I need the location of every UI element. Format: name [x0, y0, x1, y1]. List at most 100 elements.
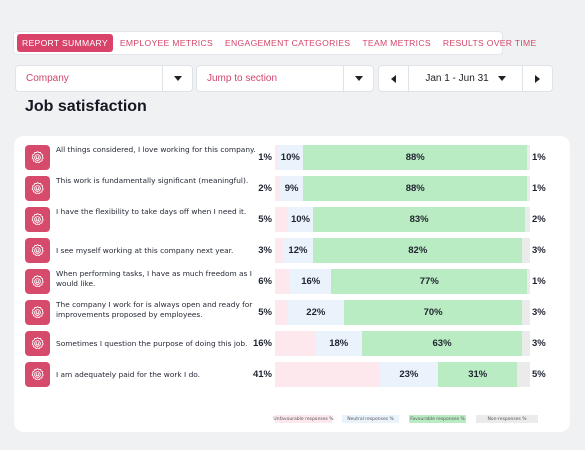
company-dropdown-button[interactable] [162, 66, 192, 91]
bar-segment-non-response [527, 269, 530, 294]
unfavourable-percent: 16% [252, 338, 272, 349]
legend-unfavourable: Unfavourable responses % [273, 415, 334, 423]
non-response-percent: 3% [532, 245, 546, 256]
bar-segment-favourable: 88% [303, 145, 528, 170]
bar-segment-favourable: 63% [361, 331, 523, 356]
satisfaction-icon [25, 176, 50, 201]
date-range-value: Jan 1 - Jun 31 [425, 73, 489, 84]
response-bar: 10% 83% [275, 207, 530, 232]
response-bar: 9% 88% [275, 176, 530, 201]
unfavourable-percent: 1% [258, 152, 272, 163]
question-row: Sometimes I question the purpose of doin… [14, 331, 570, 357]
legend-neutral: Neutral responses % [342, 415, 399, 423]
bar-segment-favourable: 83% [313, 207, 525, 232]
satisfaction-icon [25, 269, 50, 294]
tab-engagement-categories[interactable]: ENGAGEMENT CATEGORIES [225, 38, 351, 48]
bar-segment-unfavourable [275, 238, 283, 263]
satisfaction-icon [25, 238, 50, 263]
date-range-picker: Jan 1 - Jun 31 [378, 65, 553, 92]
non-response-percent: 5% [532, 369, 546, 380]
chevron-down-icon [354, 76, 363, 81]
bar-segment-favourable: 77% [331, 269, 528, 294]
date-range-dropdown[interactable]: Jan 1 - Jun 31 [409, 73, 522, 84]
results-card: All things considered, I love working fo… [14, 136, 570, 432]
company-select-value: Company [26, 73, 69, 84]
arrow-left-icon [391, 74, 396, 83]
satisfaction-icon [25, 362, 50, 387]
satisfaction-icon [25, 331, 50, 356]
bar-segment-neutral: 9% [280, 176, 304, 201]
response-bar: 23% 31% [275, 362, 530, 387]
bar-segment-non-response [524, 207, 530, 232]
bar-segment-non-response [522, 300, 530, 325]
question-text: When performing tasks, I have as much fr… [56, 269, 252, 288]
response-bar: 16% 77% [275, 269, 530, 294]
bar-segment-neutral: 10% [287, 207, 314, 232]
bar-segment-unfavourable [275, 362, 380, 387]
response-bar: 12% 82% [275, 238, 530, 263]
chevron-down-icon [497, 76, 506, 81]
question-text: This work is fundamentally significant (… [56, 176, 249, 185]
question-row: I am adequately paid for the work I do. 4… [14, 362, 570, 388]
bar-segment-unfavourable [275, 207, 288, 232]
question-row: This work is fundamentally significant (… [14, 176, 570, 202]
non-response-percent: 1% [532, 152, 546, 163]
question-row: The company I work for is always open an… [14, 300, 570, 326]
tab-report-summary[interactable]: REPORT SUMMARY [17, 34, 113, 52]
bar-segment-non-response [527, 176, 530, 201]
bar-segment-neutral: 10% [277, 145, 304, 170]
unfavourable-percent: 5% [258, 214, 272, 225]
unfavourable-percent: 41% [252, 369, 272, 380]
company-select[interactable]: Company [15, 65, 193, 92]
response-bar: 22% 70% [275, 300, 530, 325]
question-text: The company I work for is always open an… [56, 300, 253, 319]
bar-segment-non-response [522, 331, 530, 356]
chevron-down-icon [173, 76, 182, 81]
question-text: I am adequately paid for the work I do. [56, 370, 200, 379]
non-response-percent: 3% [532, 307, 546, 318]
non-response-percent: 3% [532, 338, 546, 349]
bar-segment-favourable: 88% [303, 176, 528, 201]
report-tabs: REPORT SUMMARY EMPLOYEE METRICS ENGAGEME… [13, 31, 536, 55]
bar-segment-neutral: 16% [290, 269, 332, 294]
bar-segment-favourable: 70% [343, 300, 523, 325]
bar-segment-unfavourable [275, 145, 278, 170]
tab-employee-metrics[interactable]: EMPLOYEE METRICS [119, 38, 214, 48]
non-response-percent: 2% [532, 214, 546, 225]
satisfaction-icon [25, 207, 50, 232]
next-period-button[interactable] [522, 66, 552, 91]
bar-segment-non-response [527, 145, 530, 170]
response-bar: 18% 63% [275, 331, 530, 356]
non-response-percent: 1% [532, 183, 546, 194]
question-row: All things considered, I love working fo… [14, 145, 570, 171]
response-bar: 10% 88% [275, 145, 530, 170]
arrow-right-icon [535, 74, 540, 83]
bar-segment-unfavourable [275, 176, 281, 201]
jump-to-section-value: Jump to section [207, 73, 278, 84]
bar-segment-neutral: 18% [315, 331, 362, 356]
bar-segment-favourable: 82% [313, 238, 523, 263]
tab-results-over-time[interactable]: RESULTS OVER TIME [442, 38, 537, 48]
bar-segment-non-response [517, 362, 530, 387]
bar-segment-neutral: 23% [379, 362, 439, 387]
unfavourable-percent: 5% [258, 307, 272, 318]
legend-non-response: Non-responses % [476, 415, 538, 423]
previous-period-button[interactable] [379, 66, 409, 91]
section-title: Job satisfaction [25, 98, 147, 115]
tab-team-metrics[interactable]: TEAM METRICS [362, 38, 431, 48]
question-row: When performing tasks, I have as much fr… [14, 269, 570, 295]
satisfaction-icon [25, 300, 50, 325]
non-response-percent: 1% [532, 276, 546, 287]
bar-segment-neutral: 12% [282, 238, 314, 263]
bar-segment-neutral: 22% [287, 300, 344, 325]
question-text: I have the flexibility to take days off … [56, 207, 247, 216]
question-text: I see myself working at this company nex… [56, 246, 234, 255]
bar-segment-unfavourable [275, 269, 291, 294]
satisfaction-icon [25, 145, 50, 170]
jump-dropdown-button[interactable] [343, 66, 373, 91]
unfavourable-percent: 6% [258, 276, 272, 287]
question-text: Sometimes I question the purpose of doin… [56, 339, 248, 348]
bar-segment-unfavourable [275, 300, 288, 325]
jump-to-section-select[interactable]: Jump to section [196, 65, 374, 92]
bar-segment-unfavourable [275, 331, 316, 356]
